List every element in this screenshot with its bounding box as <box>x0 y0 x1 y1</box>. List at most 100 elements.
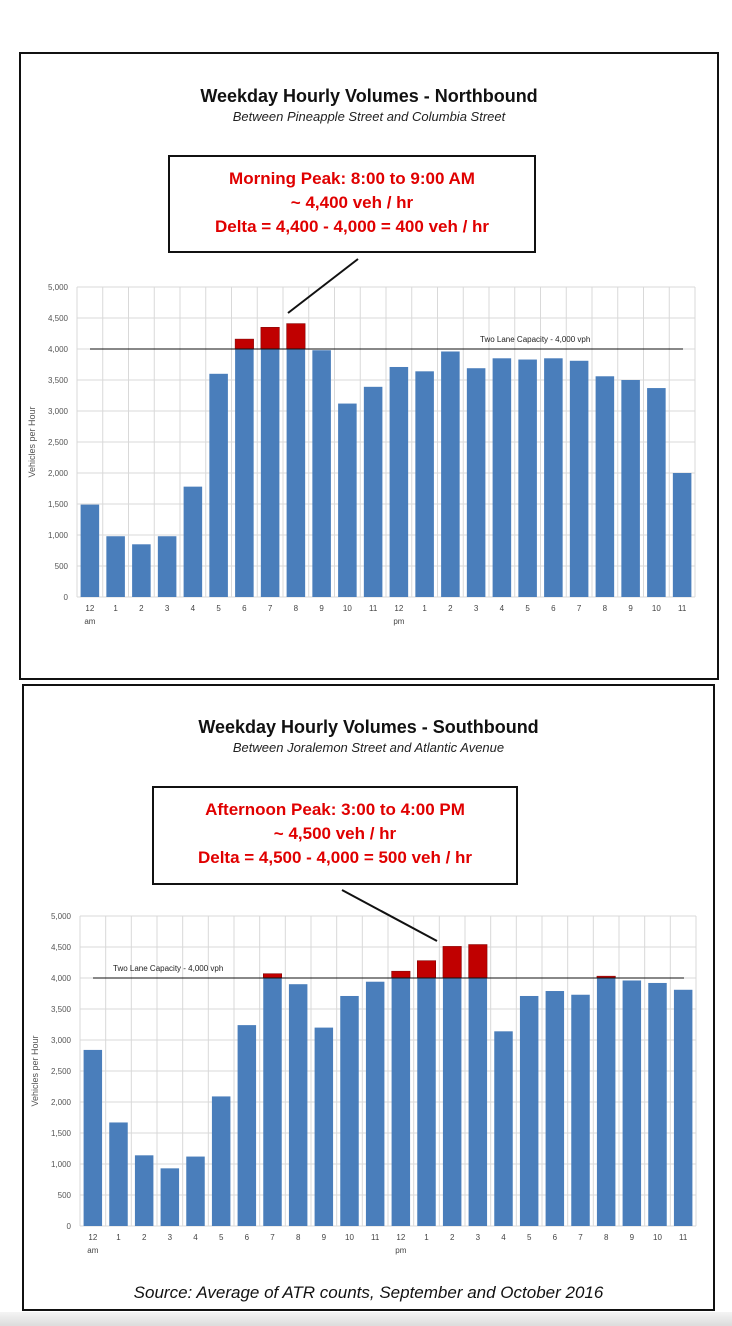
bar <box>441 351 460 597</box>
x-tick-label: 4 <box>500 604 505 613</box>
x-tick-label: 6 <box>551 604 556 613</box>
bar <box>519 995 539 1226</box>
bar <box>596 978 616 1226</box>
x-tick-label: 3 <box>165 604 170 613</box>
x-tick-label: 2 <box>139 604 144 613</box>
bar <box>647 388 666 597</box>
x-tick-label: 10 <box>653 1233 662 1242</box>
x-tick-label: 3 <box>168 1233 173 1242</box>
y-tick-label: 4,000 <box>48 345 69 354</box>
y-tick-label: 0 <box>67 1222 72 1231</box>
x-tick-label: 7 <box>578 1233 583 1242</box>
y-tick-label: 3,000 <box>48 407 69 416</box>
x-tick-label: 5 <box>525 604 530 613</box>
x-tick-label: 5 <box>219 1233 224 1242</box>
bar <box>83 1049 103 1226</box>
bar <box>545 991 565 1226</box>
x-tick-label: 1 <box>424 1233 429 1242</box>
bar <box>492 358 512 597</box>
y-tick-label: 0 <box>64 593 69 602</box>
callout-line: Delta = 4,500 - 4,000 = 500 veh / hr <box>197 848 473 867</box>
x-tick-label: 2 <box>142 1233 147 1242</box>
bar-over-capacity <box>417 960 436 979</box>
x-tick-label: 1 <box>113 604 118 613</box>
callout-pointer <box>341 889 438 942</box>
bar <box>494 1031 513 1226</box>
y-axis-title: Vehicles per Hour <box>27 406 37 477</box>
bar <box>442 978 462 1226</box>
y-axis-title: Vehicles per Hour <box>30 1035 40 1106</box>
x-tick-label: 8 <box>603 604 608 613</box>
callout-line: Morning Peak: 8:00 to 9:00 AM <box>229 169 475 188</box>
y-tick-label: 5,000 <box>48 283 69 292</box>
bar <box>391 978 411 1226</box>
bar-over-capacity <box>442 946 462 979</box>
y-tick-label: 1,500 <box>51 1129 72 1138</box>
pm-label: pm <box>393 617 404 626</box>
bar <box>263 978 282 1226</box>
chart-subtitle: Between Pineapple Street and Columbia St… <box>232 109 506 124</box>
y-tick-label: 3,000 <box>51 1036 72 1045</box>
x-tick-label: 12 <box>88 1233 97 1242</box>
y-tick-label: 500 <box>58 1191 72 1200</box>
capacity-label: Two Lane Capacity - 4,000 vph <box>113 964 223 973</box>
chart-title: Weekday Hourly Volumes - Northbound <box>200 86 538 106</box>
x-tick-label: 9 <box>319 604 324 613</box>
x-tick-label: 8 <box>296 1233 301 1242</box>
bar <box>468 978 488 1226</box>
y-tick-label: 4,500 <box>48 314 69 323</box>
bar <box>312 350 331 597</box>
x-tick-label: 11 <box>371 1233 380 1242</box>
callout-pointer <box>287 258 359 314</box>
bar <box>415 371 434 597</box>
x-tick-label: 1 <box>422 604 427 613</box>
x-tick-label: 10 <box>343 604 352 613</box>
y-tick-label: 1,000 <box>48 531 69 540</box>
bar <box>389 366 409 597</box>
bar <box>672 473 692 597</box>
bar <box>160 1168 180 1226</box>
x-tick-label: 2 <box>450 1233 455 1242</box>
bar <box>286 349 306 597</box>
x-tick-label: 8 <box>294 604 299 613</box>
x-tick-label: 2 <box>448 604 453 613</box>
source-note: Source: Average of ATR counts, September… <box>133 1283 604 1302</box>
bar <box>237 1025 257 1226</box>
x-tick-label: 6 <box>553 1233 558 1242</box>
y-tick-label: 5,000 <box>51 912 72 921</box>
x-tick-label: 8 <box>604 1233 609 1242</box>
bar <box>314 1027 334 1226</box>
y-tick-label: 3,500 <box>48 376 69 385</box>
y-tick-label: 2,500 <box>51 1067 72 1076</box>
x-tick-label: 4 <box>191 604 196 613</box>
bar <box>571 994 590 1226</box>
bar <box>466 368 486 597</box>
y-tick-label: 2,000 <box>48 469 69 478</box>
y-tick-label: 1,000 <box>51 1160 72 1169</box>
y-tick-label: 1,500 <box>48 500 69 509</box>
x-tick-label: 4 <box>193 1233 198 1242</box>
bar <box>106 536 125 597</box>
x-tick-label: 9 <box>630 1233 635 1242</box>
x-tick-label: 12 <box>85 604 94 613</box>
x-tick-label: 5 <box>216 604 221 613</box>
x-tick-label: 12 <box>396 1233 405 1242</box>
bottom-edge <box>0 1312 732 1326</box>
bar <box>621 380 640 597</box>
callout-line: Delta = 4,400 - 4,000 = 400 veh / hr <box>214 217 490 236</box>
y-tick-label: 3,500 <box>51 1005 72 1014</box>
x-tick-label: 6 <box>242 604 247 613</box>
bar <box>518 359 537 597</box>
pm-label: pm <box>395 1246 406 1255</box>
x-tick-label: 7 <box>268 604 273 613</box>
bar <box>80 504 100 597</box>
peak-callout: Afternoon Peak: 3:00 to 4:00 PM ~ 4,500 … <box>152 786 518 885</box>
bar <box>157 536 177 597</box>
bar-over-capacity <box>234 338 254 350</box>
y-tick-label: 2,500 <box>48 438 69 447</box>
x-tick-label: 7 <box>270 1233 275 1242</box>
capacity-label: Two Lane Capacity - 4,000 vph <box>480 335 590 344</box>
bar <box>595 376 615 597</box>
bar-over-capacity <box>468 944 488 979</box>
